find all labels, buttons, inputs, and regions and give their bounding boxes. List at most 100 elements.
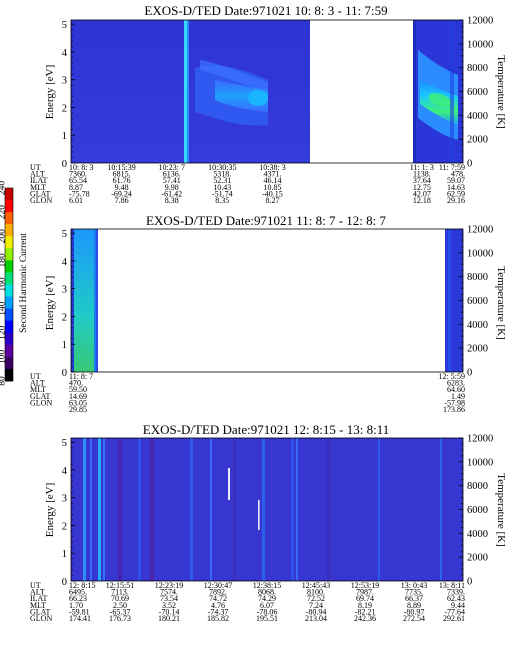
orbit-value: -80.94: [306, 607, 327, 616]
y2tick-label: 12000: [467, 225, 493, 236]
orbit-value: 12:53:19: [351, 581, 379, 590]
orbit-value: 6.07: [260, 601, 274, 610]
orbit-value: 12.75: [413, 183, 431, 192]
orbit-value: 74.29: [258, 594, 276, 603]
orbit-row-label: GLAT: [30, 607, 51, 616]
orbit-value: 66.37: [405, 594, 423, 603]
orbit-value: 59.50: [69, 385, 87, 394]
orbit-row-label: UT: [30, 163, 41, 172]
y2tick-label: 12000: [467, 434, 493, 445]
orbit-value: -51.74: [212, 189, 233, 198]
panel-2-axes: 0 1 2 3 4 5 0 2000 4000 6000 8000 10000 12000: [62, 225, 494, 380]
orbit-value: 10:23: 7: [159, 163, 185, 172]
orbit-row-label: GLON: [30, 398, 52, 407]
orbit-value: 180.21: [158, 614, 180, 623]
orbit-value: 6136.: [163, 170, 181, 179]
orbit-value: 73.54: [160, 594, 178, 603]
orbit-value: 12:30:47: [204, 581, 232, 590]
y2tick-label: 8000: [467, 272, 488, 283]
orbit-value: 29.16: [447, 196, 465, 205]
colorbar-tick-label: 200: [0, 229, 8, 244]
orbit-value: 195.51: [256, 614, 278, 623]
ytick-label: 5: [62, 229, 67, 240]
orbit-row-label: GLON: [30, 196, 52, 205]
orbit-value: 12:15:51: [106, 581, 134, 590]
orbit-value: 59.07: [447, 176, 465, 185]
orbit-value: 470.: [69, 379, 83, 388]
orbit-value: -80.97: [404, 607, 425, 616]
orbit-value: -69.24: [111, 189, 132, 198]
orbit-value: 13: 8:11: [439, 581, 465, 590]
orbit-value: 8.87: [69, 183, 83, 192]
colorbar-tick-labels: 80 100 120 140 160 180 200 220 240: [0, 181, 8, 386]
ytick-label: 0: [62, 368, 67, 379]
orbit-value: 10: 8: 3: [69, 163, 93, 172]
orbit-value: 10.43: [213, 183, 231, 192]
orbit-value: 176.73: [109, 614, 131, 623]
orbit-value: 65.54: [69, 176, 87, 185]
colorbar-swatch: [5, 284, 13, 297]
orbit-value: 7735.: [405, 588, 423, 597]
ytick-label: 4: [62, 257, 68, 268]
orbit-value: -75.78: [69, 189, 90, 198]
orbit-value: 213.04: [305, 614, 327, 623]
y2tick-label: 6000: [467, 87, 488, 98]
panel-2-ylabel: Energy [eV]: [44, 276, 56, 330]
orbit-value: 12:23:19: [155, 581, 183, 590]
orbit-row-label: MLT: [30, 601, 46, 610]
orbit-value: 7360.: [69, 170, 87, 179]
orbit-value: -82.21: [355, 607, 376, 616]
colorbar-swatch: [5, 344, 13, 358]
panel-3-plot-area: [70, 437, 464, 582]
y2tick-label: 4000: [467, 111, 488, 122]
orbit-value: 174.41: [69, 614, 91, 623]
orbit-row-label: ILAT: [30, 594, 47, 603]
y2tick-label: 0: [467, 159, 472, 170]
orbit-value: -61.42: [161, 189, 182, 198]
orbit-value: 1.49: [451, 392, 465, 401]
colorbar-swatch: [5, 296, 13, 310]
y2tick-label: 6000: [467, 296, 488, 307]
orbit-row-label: ILAT: [30, 176, 47, 185]
ytick-label: 3: [62, 494, 67, 505]
orbit-row-label: GLAT: [30, 189, 51, 198]
orbit-value: 37.64: [413, 176, 431, 185]
orbit-value: 7574.: [160, 588, 178, 597]
colorbar-swatch: [5, 260, 13, 273]
colorbar-tick-label: 100: [0, 350, 8, 365]
orbit-value: 12: 5:59: [439, 372, 465, 381]
orbit-value: 12:38:15: [253, 581, 281, 590]
orbit-value: -57.98: [444, 398, 465, 407]
panel-3-y2label: Temperature [K]: [495, 473, 505, 546]
orbit-row-label: GLON: [30, 614, 52, 623]
orbit-value: 2.50: [113, 601, 127, 610]
orbit-value: 63.05: [69, 398, 87, 407]
y2tick-label: 6000: [467, 505, 488, 516]
orbit-value: 3.52: [162, 601, 176, 610]
y2tick-label: 0: [467, 368, 472, 379]
orbit-value: 46.14: [263, 176, 281, 185]
y2tick-label: 8000: [467, 481, 488, 492]
ytick-label: 4: [62, 466, 68, 477]
colorbar-swatch: [5, 368, 13, 382]
orbit-row-label: UT: [30, 372, 41, 381]
orbit-value: 292.61: [443, 614, 465, 623]
panel-1: EXOS-D/TED Date:971021 10: 8: 3 - 11: 7:…: [30, 3, 505, 205]
panel-1-axes: 0 1 2 3 4 5 0 2000 4000 6000 8000 10000 12000: [62, 16, 494, 171]
orbit-value: 10:15:39: [107, 163, 135, 172]
y2tick-label: 2000: [467, 553, 488, 564]
orbit-value: 12: 8:15: [69, 581, 95, 590]
orbit-value: 272.54: [403, 614, 425, 623]
orbit-value: 1.70: [69, 601, 83, 610]
orbit-value: 62.59: [447, 189, 465, 198]
colorbar-tick-label: 80: [0, 376, 8, 386]
orbit-value: 5318.: [213, 170, 231, 179]
colorbar-swatch: [5, 236, 13, 249]
colorbar-tick-label: 180: [0, 253, 8, 268]
orbit-value: 10:30:35: [208, 163, 236, 172]
orbit-value: 7892.: [209, 588, 227, 597]
ytick-label: 5: [62, 438, 67, 449]
orbit-value: -74.37: [208, 607, 229, 616]
